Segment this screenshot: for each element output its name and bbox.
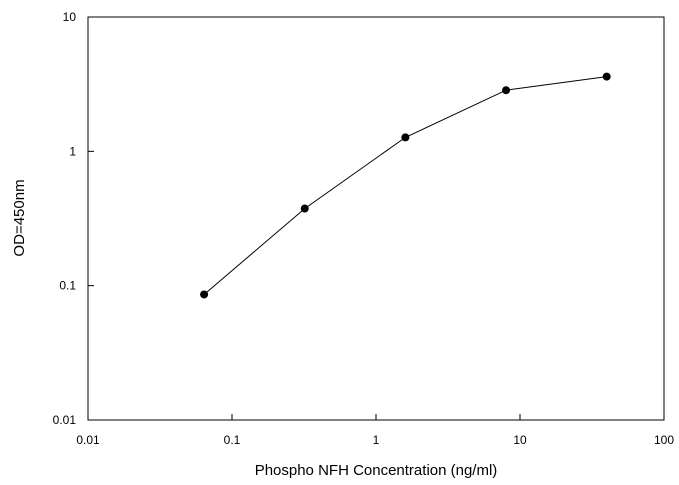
data-point (502, 86, 511, 95)
y-axis-ticks: 0.01 0.1 1 10 (53, 10, 94, 427)
y-tick-label: 0.01 (53, 413, 77, 427)
series-layer (200, 72, 611, 299)
data-point (602, 72, 611, 81)
x-axis-ticks: 0.01 0.1 1 10 100 (76, 414, 674, 447)
data-point (300, 204, 309, 213)
x-tick-label: 1 (373, 433, 380, 447)
plot-frame (87, 16, 665, 421)
data-point (200, 290, 209, 299)
y-axis-title: OD=450nm (11, 179, 28, 256)
x-tick-label: 0.01 (76, 433, 100, 447)
series-line (203, 76, 607, 295)
y-tick-label: 0.1 (59, 279, 76, 293)
x-tick-label: 10 (513, 433, 527, 447)
x-tick-label: 100 (654, 433, 674, 447)
x-axis-title: Phospho NFH Concentration (ng/ml) (255, 462, 498, 479)
y-tick-label: 1 (69, 144, 76, 158)
x-tick-label: 0.1 (224, 433, 241, 447)
data-point (401, 133, 410, 142)
y-tick-label: 10 (63, 10, 77, 24)
